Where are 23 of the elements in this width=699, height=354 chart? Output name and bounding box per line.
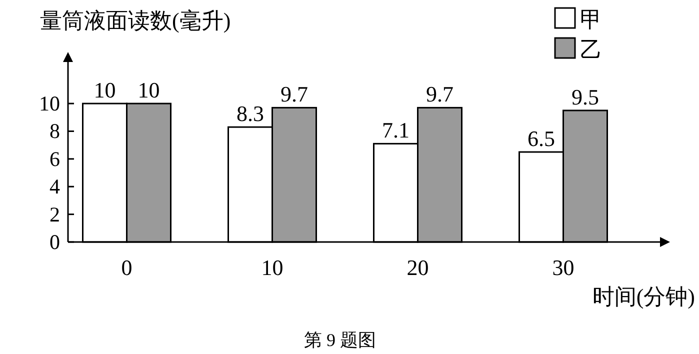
legend-label: 乙 <box>580 37 602 62</box>
data-label: 9.7 <box>280 82 308 107</box>
y-tick-label: 10 <box>39 92 60 116</box>
data-label: 6.5 <box>528 126 555 151</box>
text: 第 9 题图 <box>304 330 376 350</box>
data-label: 10 <box>138 78 160 103</box>
y-tick-label: 0 <box>50 230 60 254</box>
x-axis-title: 时间(分钟) <box>592 284 695 309</box>
data-label: 8.3 <box>236 101 264 126</box>
x-tick-label: 10 <box>261 255 284 280</box>
y-axis-title: 量筒液面读数(毫升) <box>40 8 231 33</box>
data-label: 9.5 <box>572 84 599 110</box>
x-tick-label: 30 <box>552 255 574 280</box>
x-tick-label: 0 <box>121 255 132 280</box>
y-tick-label: 2 <box>50 202 60 226</box>
y-tick-label: 8 <box>50 119 60 144</box>
y-tick-label: 4 <box>50 174 60 199</box>
data-label: 9.7 <box>426 82 454 107</box>
data-label: 10 <box>94 78 116 103</box>
data-label: 7.1 <box>382 118 410 143</box>
x-tick-label: 20 <box>406 255 429 280</box>
y-tick-label: 6 <box>50 146 60 171</box>
legend-label: 甲 <box>580 7 602 32</box>
